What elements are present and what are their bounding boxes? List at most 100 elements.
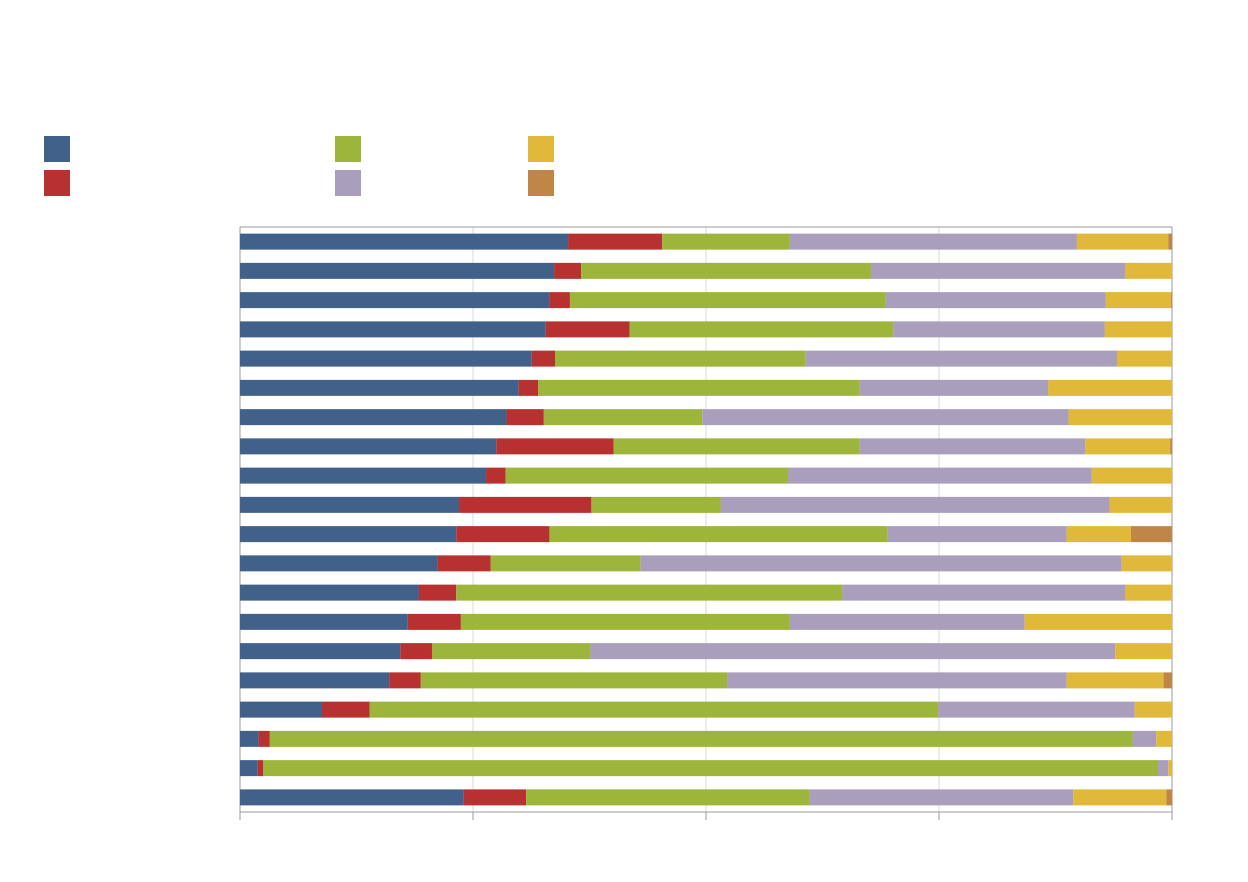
bar-segment bbox=[1104, 321, 1172, 338]
bar-segment bbox=[640, 555, 1122, 572]
bar-segment bbox=[240, 262, 555, 279]
bar-segment bbox=[538, 379, 860, 396]
bar-segment bbox=[809, 789, 1074, 806]
bar-segment bbox=[554, 262, 582, 279]
bar-segment bbox=[842, 584, 1126, 601]
bar-segment bbox=[1130, 526, 1172, 543]
bar-segment bbox=[531, 350, 556, 367]
bars bbox=[240, 233, 1172, 806]
bar-segment bbox=[788, 467, 1092, 484]
bar-segment bbox=[1024, 613, 1172, 630]
bar-segment bbox=[1171, 292, 1172, 309]
bar-segment bbox=[543, 409, 703, 426]
bar-segment bbox=[938, 701, 1135, 718]
bar-segment bbox=[1073, 789, 1167, 806]
bar-segment bbox=[240, 321, 546, 338]
legend-swatch bbox=[528, 170, 554, 196]
bar-segment bbox=[549, 526, 888, 543]
bar-segment bbox=[720, 496, 1110, 513]
bar-segment bbox=[859, 438, 1086, 455]
bar-segment bbox=[1117, 350, 1172, 367]
bar-segment bbox=[859, 379, 1049, 396]
bar-segment bbox=[518, 379, 539, 396]
bar-segment bbox=[1121, 555, 1172, 572]
bar-segment bbox=[1115, 643, 1172, 660]
bar-segment bbox=[418, 584, 457, 601]
bar-segment bbox=[240, 672, 390, 689]
bar-segment bbox=[893, 321, 1105, 338]
bar-segment bbox=[1085, 438, 1171, 455]
bar-segment bbox=[1163, 672, 1172, 689]
bar-segment bbox=[1066, 672, 1164, 689]
bar-segment bbox=[263, 760, 1159, 777]
legend bbox=[44, 136, 554, 196]
bar-segment bbox=[240, 496, 460, 513]
bar-segment bbox=[569, 292, 886, 309]
bar-segment bbox=[1168, 760, 1172, 777]
bar-segment bbox=[1066, 526, 1131, 543]
bar-segment bbox=[1132, 730, 1157, 747]
bar-segment bbox=[662, 233, 790, 250]
bar-segment bbox=[1091, 467, 1172, 484]
bar-segment bbox=[1048, 379, 1172, 396]
bar-segment bbox=[1158, 760, 1169, 777]
bar-segment bbox=[240, 409, 507, 426]
bar-segment bbox=[456, 526, 550, 543]
bar-segment bbox=[1134, 701, 1172, 718]
bar-segment bbox=[1125, 584, 1172, 601]
bar-segment bbox=[555, 350, 806, 367]
bar-segment bbox=[526, 789, 810, 806]
bar-segment bbox=[505, 467, 789, 484]
bar-segment bbox=[456, 584, 843, 601]
bar-segment bbox=[240, 730, 259, 747]
bar-segment bbox=[1156, 730, 1172, 747]
bar-segment bbox=[420, 672, 728, 689]
bar-segment bbox=[240, 379, 519, 396]
bar-segment bbox=[240, 613, 408, 630]
bar-segment bbox=[463, 789, 527, 806]
bar-segment bbox=[240, 789, 464, 806]
bar-segment bbox=[1125, 262, 1172, 279]
bar-segment bbox=[240, 760, 258, 777]
legend-swatch bbox=[44, 170, 70, 196]
bar-segment bbox=[437, 555, 491, 572]
bar-segment bbox=[322, 701, 370, 718]
bar-segment bbox=[629, 321, 894, 338]
bar-segment bbox=[568, 233, 663, 250]
bar-segment bbox=[870, 262, 1126, 279]
legend-swatch bbox=[528, 136, 554, 162]
bar-segment bbox=[581, 262, 871, 279]
bar-segment bbox=[257, 760, 264, 777]
bar-segment bbox=[789, 233, 1077, 250]
bar-segment bbox=[1105, 292, 1172, 309]
bar-segment bbox=[805, 350, 1118, 367]
legend-swatch bbox=[44, 136, 70, 162]
bar-segment bbox=[1076, 233, 1169, 250]
bar-segment bbox=[240, 526, 457, 543]
bar-segment bbox=[240, 292, 550, 309]
bar-segment bbox=[400, 643, 432, 660]
bar-segment bbox=[1168, 233, 1172, 250]
bar-segment bbox=[887, 526, 1067, 543]
bar-segment bbox=[613, 438, 860, 455]
bar-segment bbox=[240, 233, 569, 250]
bar-segment bbox=[258, 730, 270, 747]
bar-segment bbox=[369, 701, 939, 718]
bar-segment bbox=[240, 584, 419, 601]
legend-swatch bbox=[335, 170, 361, 196]
bar-segment bbox=[269, 730, 1133, 747]
bar-segment bbox=[459, 496, 592, 513]
bar-segment bbox=[702, 409, 1069, 426]
bar-segment bbox=[240, 438, 497, 455]
bar-segment bbox=[1170, 438, 1172, 455]
bar-segment bbox=[240, 350, 532, 367]
bar-segment bbox=[545, 321, 630, 338]
bar-segment bbox=[431, 643, 591, 660]
bar-segment bbox=[591, 496, 721, 513]
bar-segment bbox=[885, 292, 1106, 309]
bar-segment bbox=[549, 292, 570, 309]
bar-segment bbox=[1068, 409, 1172, 426]
bar-segment bbox=[506, 409, 544, 426]
bar-segment bbox=[240, 555, 438, 572]
